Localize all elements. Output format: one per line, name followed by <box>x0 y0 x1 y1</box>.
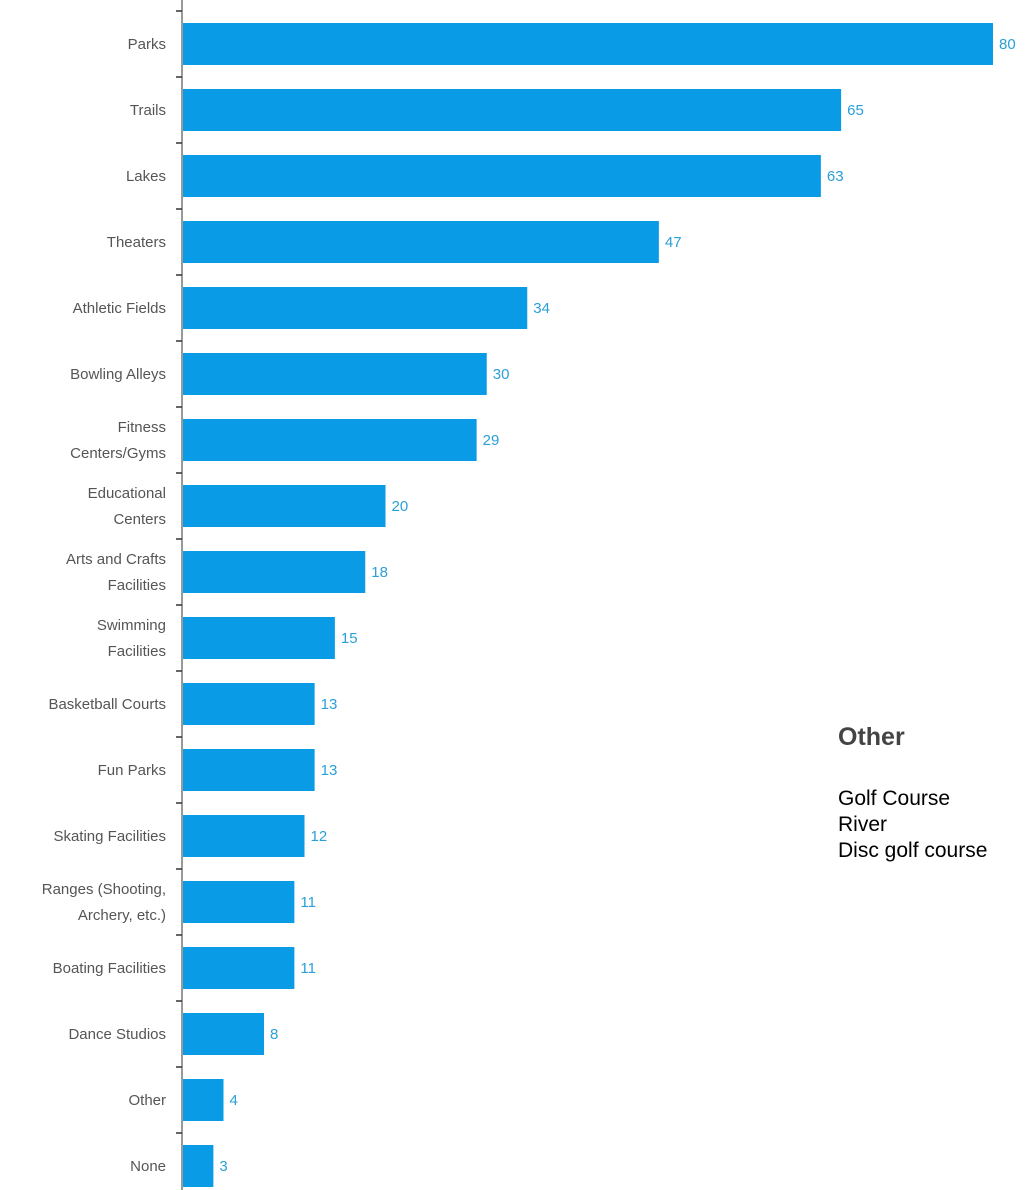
category-label: Theaters <box>107 234 166 251</box>
category-label: Ranges (Shooting, Archery, etc.) <box>42 881 166 924</box>
category-label: Fitness Centers/Gyms <box>70 419 166 462</box>
bar <box>183 1013 264 1055</box>
other-item: Disc golf course <box>838 839 988 862</box>
bar <box>183 881 295 923</box>
value-label: 80 <box>999 36 1016 53</box>
bar <box>183 1079 224 1121</box>
category-label-line: Dance Studios <box>68 1026 166 1043</box>
y-axis <box>176 0 183 1190</box>
category-label-line: Fun Parks <box>98 762 166 779</box>
category-label-line: Parks <box>128 36 166 53</box>
value-label: 13 <box>321 696 338 713</box>
category-label-line: Fitness <box>118 419 166 436</box>
category-label: Educational Centers <box>88 485 166 528</box>
category-label: None <box>130 1158 166 1175</box>
category-label-line: Theaters <box>107 234 166 251</box>
other-panel: Other Golf Course River Disc golf course <box>838 722 1028 864</box>
category-label-line: Other <box>128 1092 166 1109</box>
bar <box>183 815 305 857</box>
value-label: 13 <box>321 762 338 779</box>
category-label-line: Skating Facilities <box>53 828 166 845</box>
other-list: Golf Course River Disc golf course <box>838 786 1028 864</box>
value-label: 20 <box>392 498 409 515</box>
other-item: Golf Course <box>838 787 951 810</box>
value-label: 12 <box>311 828 328 845</box>
value-label: 8 <box>270 1026 278 1043</box>
value-labels: 80 65 63 47 34 30 29 20 18 15 13 13 12 11 11 8 4 3 <box>219 36 1015 1175</box>
category-label-line: Bowling Alleys <box>70 366 166 383</box>
category-label-line: Facilities <box>108 577 166 594</box>
category-label-line: Swimming <box>97 617 166 634</box>
value-label: 11 <box>300 960 316 977</box>
category-label-line: None <box>130 1158 166 1175</box>
category-label: Bowling Alleys <box>70 366 166 383</box>
category-label: Parks <box>128 36 166 53</box>
value-label: 4 <box>230 1092 238 1109</box>
category-label-line: Facilities <box>108 643 166 660</box>
category-label-line: Basketball Courts <box>48 696 166 713</box>
category-label: Swimming Facilities <box>97 617 166 660</box>
bar <box>183 485 386 527</box>
category-label-line: Lakes <box>126 168 166 185</box>
category-label: Dance Studios <box>68 1026 166 1043</box>
category-labels: Parks Trails Lakes Theaters Athletic Fields B… <box>42 36 166 1175</box>
value-label: 18 <box>371 564 388 581</box>
value-label: 30 <box>493 366 510 383</box>
value-label: 29 <box>483 432 500 449</box>
other-title: Other <box>838 723 905 751</box>
value-label: 34 <box>533 300 550 317</box>
bar <box>183 947 295 989</box>
category-label: Boating Facilities <box>53 960 166 977</box>
category-label-line: Archery, etc.) <box>78 907 166 924</box>
bar <box>183 353 487 395</box>
value-label: 63 <box>827 168 844 185</box>
other-item: River <box>838 813 888 836</box>
category-label: Fun Parks <box>98 762 166 779</box>
bar <box>183 617 335 659</box>
category-label: Trails <box>130 102 166 119</box>
bar <box>183 419 477 461</box>
category-label-line: Centers <box>113 511 166 528</box>
category-label: Arts and Crafts Facilities <box>66 551 166 594</box>
bar <box>183 221 659 263</box>
bar <box>183 551 366 593</box>
bar <box>183 683 315 725</box>
bar <box>183 749 315 791</box>
bar <box>183 1145 214 1187</box>
value-label: 65 <box>847 102 864 119</box>
bar <box>183 23 993 65</box>
category-label: Other <box>128 1092 166 1109</box>
value-label: 47 <box>665 234 682 251</box>
category-label-line: Athletic Fields <box>73 300 166 317</box>
category-label-line: Ranges (Shooting, <box>42 881 166 898</box>
bar <box>183 287 528 329</box>
category-label-line: Boating Facilities <box>53 960 166 977</box>
category-label-line: Educational <box>88 485 166 502</box>
category-label-line: Arts and Crafts <box>66 551 166 568</box>
category-label: Basketball Courts <box>48 696 166 713</box>
value-label: 11 <box>300 894 316 911</box>
bar <box>183 155 821 197</box>
value-label: 15 <box>341 630 358 647</box>
value-label: 3 <box>219 1158 227 1175</box>
category-label-line: Centers/Gyms <box>70 445 166 462</box>
category-label: Athletic Fields <box>73 300 166 317</box>
bars <box>183 23 993 1187</box>
category-label: Lakes <box>126 168 166 185</box>
bar <box>183 89 842 131</box>
category-label-line: Trails <box>130 102 166 119</box>
category-label: Skating Facilities <box>53 828 166 845</box>
